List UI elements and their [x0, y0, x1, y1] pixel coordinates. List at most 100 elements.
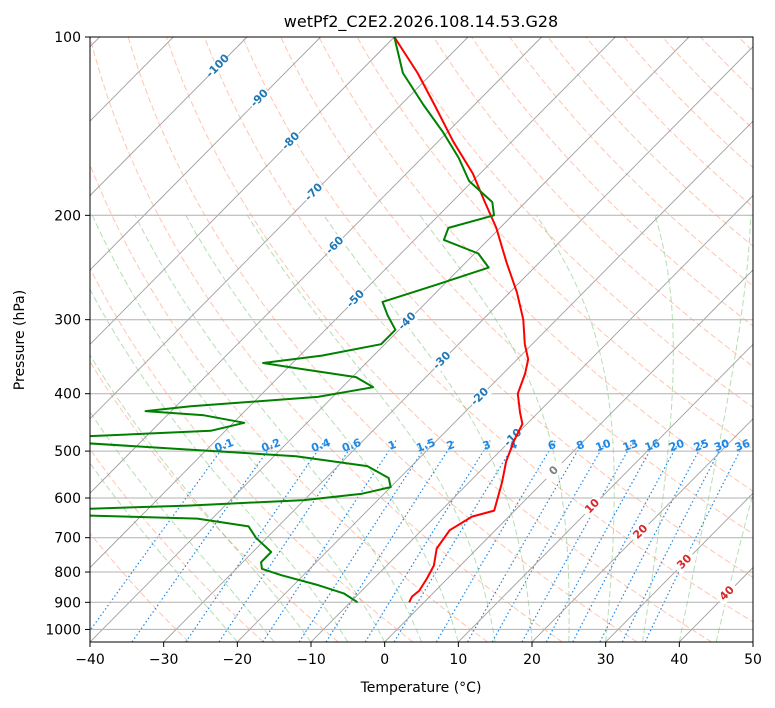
dry-adiabats — [90, 37, 753, 642]
mixing-ratio-labels: 0.1 0.2 0.4 0.6 1 1.5 2 3 4 6 8 10 13 16 20 25 30 36 — [213, 436, 752, 455]
isotherm-line — [90, 37, 321, 271]
isotherm-label: -40 — [395, 309, 418, 333]
dry-adiabat-line — [90, 448, 264, 642]
mixing-ratio-label: 13 — [621, 437, 640, 454]
isotherm-line — [384, 269, 753, 642]
isotherm-label-bg — [323, 233, 348, 258]
isotherm-label-bg — [247, 86, 272, 111]
y-tick-label: 900 — [54, 595, 81, 611]
isotherm-label-bg — [278, 129, 304, 154]
mixing-ratio-label: 6 — [546, 438, 558, 453]
y-tick-label: 600 — [54, 491, 81, 507]
mixing-ratio-label: 36 — [733, 437, 752, 455]
x-axis-title: Temperature (°C) — [360, 680, 482, 696]
y-tick-label: 300 — [54, 313, 81, 329]
dry-adiabat-line — [90, 360, 339, 642]
mixing-ratio-line — [393, 440, 518, 642]
mixing-ratio-label: 1.5 — [414, 436, 437, 455]
dry-adiabat-line — [280, 37, 753, 535]
y-tick-label: 800 — [54, 565, 81, 581]
moist-adiabat-line — [134, 215, 422, 642]
mixing-ratio-label: 8 — [575, 438, 587, 453]
dry-adiabat-line — [585, 37, 753, 208]
mixing-ratio-label: 1 — [386, 438, 398, 453]
isotherm-label-bg — [467, 384, 493, 409]
mixing-ratio-label: 3 — [481, 438, 493, 453]
dry-adiabat-line — [547, 37, 753, 247]
isotherm-label-bg — [580, 494, 605, 519]
isotherm-label-bg — [301, 180, 327, 205]
isotherms — [90, 37, 753, 642]
isotherm-label-bg — [395, 309, 420, 334]
mixing-ratio-lines — [90, 440, 746, 642]
y-tick-label: 700 — [54, 531, 81, 547]
y-tick-label: 1000 — [45, 622, 81, 638]
moist-adiabat-line — [642, 215, 674, 642]
mixing-ratio-line — [131, 440, 276, 642]
mixing-ratio-label: 2 — [445, 438, 457, 453]
plot-frame — [89, 36, 754, 643]
x-tick-label: 0 — [380, 652, 389, 668]
x-tick-label: 20 — [523, 652, 541, 668]
pressure-gridlines — [90, 37, 753, 630]
dry-adiabat-line — [318, 37, 753, 492]
x-tick-label: −10 — [296, 652, 326, 668]
isotherm-line — [678, 566, 753, 642]
dry-adiabat-line — [661, 37, 753, 130]
mixing-ratio-label: 0.6 — [340, 436, 363, 455]
isotherm-label-bg — [206, 54, 231, 79]
moist-adiabat-line — [90, 462, 238, 642]
dry-adiabat-line — [90, 532, 190, 642]
isotherm-line — [457, 343, 753, 642]
sounding-traces — [90, 37, 530, 604]
mixing-ratio-line — [364, 440, 491, 642]
isotherm-label-bg — [628, 520, 653, 545]
isotherm-label: -80 — [279, 129, 302, 153]
isotherm-line — [163, 46, 753, 642]
mixing-ratio-label: 0.1 — [213, 436, 236, 455]
dewpoint-trace — [90, 37, 495, 604]
y-axis: 1000 900 800 700 600 500 400 300 200 100 — [45, 30, 90, 638]
dry-adiabat-line — [471, 37, 753, 327]
dry-adiabat-line — [738, 37, 753, 53]
isotherm-label-bg — [430, 348, 455, 373]
dry-adiabat-line — [203, 37, 753, 623]
isotherm-line — [531, 418, 753, 642]
moist-adiabat-line — [246, 215, 496, 642]
mixing-ratio-line — [262, 440, 397, 642]
x-axis: −40 −30 −20 −10 0 10 20 30 40 50 — [75, 642, 762, 668]
x-tick-label: 10 — [449, 652, 467, 668]
x-tick-label: 40 — [670, 652, 688, 668]
moist-adiabat-line — [678, 215, 752, 642]
isotherm-label: -60 — [323, 233, 346, 257]
moist-adiabat-line — [535, 215, 615, 642]
mixing-ratio-label: 0.2 — [260, 436, 283, 455]
mixing-ratio-line — [644, 440, 746, 642]
isotherm-label: -50 — [344, 287, 367, 311]
isotherm-line — [90, 37, 690, 642]
mixing-ratio-line — [325, 440, 455, 642]
isotherm-label-bg — [343, 287, 368, 312]
dry-adiabat-line — [623, 37, 753, 169]
dry-adiabat-line — [127, 37, 638, 642]
moist-adiabat-line — [90, 288, 349, 642]
mixing-ratio-line — [435, 440, 556, 642]
mixing-ratio-label: 16 — [643, 437, 662, 455]
plot-area: -100-90-80-70-60-50-40-30-20-10010203040… — [90, 37, 753, 642]
mixing-ratio-line — [599, 440, 705, 642]
dry-adiabat-line — [432, 37, 753, 368]
mixing-ratio-label: 20 — [667, 437, 686, 455]
y-tick-label: 200 — [54, 208, 81, 224]
isotherm-line — [90, 37, 469, 420]
isotherm-line — [310, 194, 753, 642]
y-tick-label: 400 — [54, 387, 81, 403]
isotherm-line — [605, 492, 753, 642]
x-tick-label: 30 — [597, 652, 615, 668]
y-tick-label: 500 — [54, 444, 81, 460]
x-tick-label: −30 — [149, 652, 179, 668]
mixing-ratio-line — [218, 440, 356, 642]
mixing-ratio-label: 0.4 — [309, 436, 332, 455]
y-tick-label: 100 — [54, 30, 81, 46]
